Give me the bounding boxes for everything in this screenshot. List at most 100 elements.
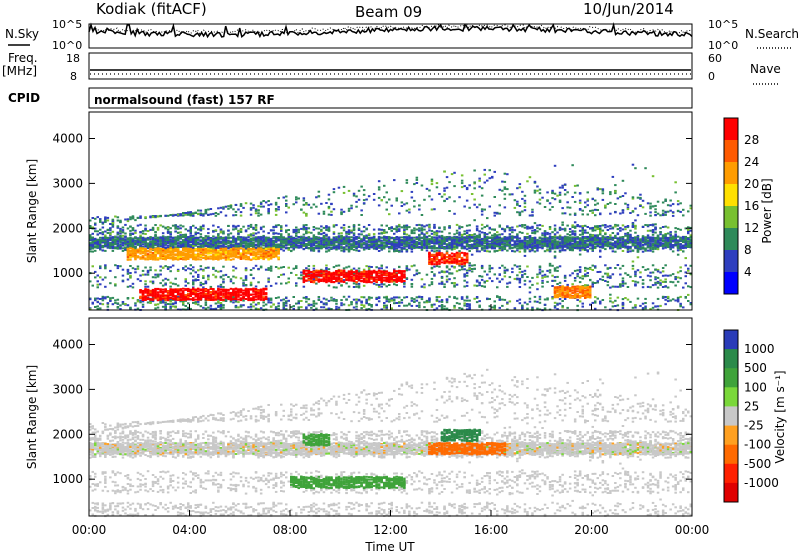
scatter-point — [664, 233, 667, 236]
scatter-point — [664, 278, 667, 281]
scatter-point — [129, 229, 132, 232]
scatter-point — [189, 268, 192, 271]
scatter-point — [375, 296, 378, 299]
scatter-point — [621, 224, 625, 227]
feature-point — [161, 243, 165, 246]
scatter-point — [398, 250, 401, 253]
scatter-point — [410, 283, 414, 286]
scatter-point — [634, 306, 637, 309]
scatter-point — [388, 284, 391, 286]
scatter-point — [136, 267, 140, 270]
feature-point — [164, 239, 167, 241]
scatter-point — [654, 305, 657, 308]
feature-point — [252, 242, 255, 245]
scatter-point — [669, 199, 672, 202]
scatter-point — [463, 205, 466, 208]
scatter-point — [156, 226, 160, 229]
scatter-point — [365, 300, 368, 303]
feature-point — [267, 244, 270, 246]
scatter-point — [325, 225, 328, 228]
scatter-point — [475, 279, 479, 282]
scatter-point — [614, 250, 617, 253]
feature-point — [217, 246, 220, 249]
feature-point — [252, 237, 255, 240]
scatter-point — [136, 224, 140, 227]
scatter-point — [493, 214, 496, 217]
scatter-point — [355, 200, 358, 203]
scatter-point — [661, 270, 665, 273]
scatter-point — [594, 226, 597, 229]
scatter-point — [194, 232, 197, 235]
scatter-point — [443, 286, 446, 288]
scatter-point — [594, 225, 597, 228]
scatter-point — [119, 265, 122, 268]
feature-point — [274, 243, 278, 246]
scatter-point — [596, 280, 599, 283]
scatter-point — [458, 196, 461, 199]
feature-point — [277, 238, 280, 241]
scatter-point — [174, 230, 177, 233]
scatter-point — [189, 228, 192, 231]
scatter-point — [222, 230, 225, 233]
feature-point — [209, 240, 213, 242]
scatter-point — [272, 229, 275, 232]
scatter-point — [372, 246, 376, 249]
scatter-point — [556, 194, 559, 197]
scatter-point — [674, 234, 677, 237]
scatter-point — [443, 271, 446, 274]
feature-point — [222, 240, 225, 243]
scatter-point — [641, 307, 645, 310]
scatter-point — [551, 264, 554, 267]
scatter-point — [634, 231, 637, 234]
scatter-point — [521, 225, 524, 228]
feature-point — [166, 242, 170, 245]
scatter-point — [159, 282, 162, 285]
scatter-point — [418, 301, 421, 304]
scatter-point — [101, 221, 105, 224]
scatter-point — [249, 269, 253, 271]
scatter-point — [207, 232, 210, 235]
feature-point — [114, 236, 117, 239]
scatter-point — [558, 249, 562, 252]
feature-point — [290, 245, 293, 248]
scatter-point — [375, 238, 378, 241]
scatter-point — [533, 231, 537, 234]
feature-point — [259, 236, 263, 239]
feature-point — [149, 236, 152, 239]
scatter-point — [166, 214, 170, 217]
scatter-point — [345, 230, 348, 233]
scatter-point — [337, 232, 341, 235]
scatter-point — [563, 193, 567, 196]
feature-point — [244, 238, 248, 241]
scatter-point — [154, 276, 157, 279]
scatter-point — [601, 275, 605, 278]
scatter-point — [511, 193, 514, 196]
scatter-point — [287, 248, 290, 251]
scatter-point — [418, 306, 421, 309]
scatter-point — [450, 173, 454, 176]
scatter-point — [244, 278, 248, 281]
scatter-point — [568, 234, 572, 237]
scatter-point — [156, 215, 160, 218]
feature-point — [285, 242, 288, 245]
scatter-point — [415, 178, 419, 181]
scatter-point — [252, 226, 255, 229]
scatter-point — [229, 205, 233, 207]
scatter-point — [528, 286, 532, 289]
scatter-point — [543, 303, 547, 306]
scatter-point — [418, 272, 421, 275]
scatter-point — [335, 300, 338, 303]
scatter-point — [362, 230, 366, 233]
feature-point — [116, 236, 120, 239]
scatter-point — [280, 233, 283, 236]
scatter-point — [269, 267, 273, 270]
scatter-point — [601, 279, 605, 281]
scatter-point — [541, 232, 544, 235]
scatter-point — [367, 265, 371, 268]
scatter-point — [159, 224, 162, 227]
feature-point — [124, 240, 127, 243]
scatter-point — [282, 298, 285, 301]
scatter-point — [576, 184, 579, 187]
scatter-point — [448, 272, 451, 275]
scatter-point — [463, 285, 466, 288]
